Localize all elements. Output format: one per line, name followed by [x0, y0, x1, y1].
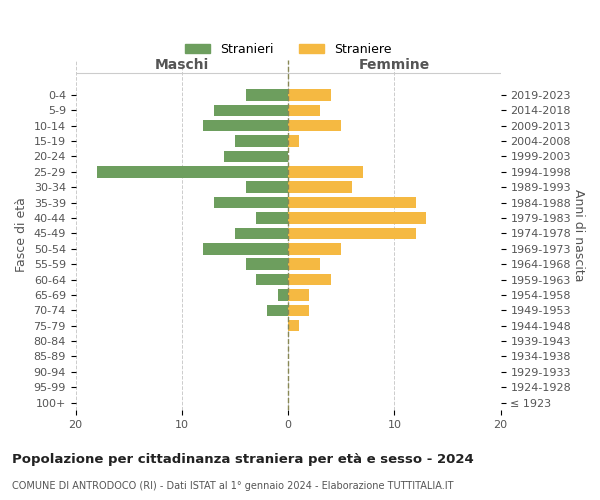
Bar [288, 120, 341, 132]
Bar [235, 228, 288, 239]
Text: COMUNE DI ANTRODOCO (RI) - Dati ISTAT al 1° gennaio 2024 - Elaborazione TUTTITAL: COMUNE DI ANTRODOCO (RI) - Dati ISTAT al… [12, 481, 454, 491]
Legend: Stranieri, Straniere: Stranieri, Straniere [180, 38, 396, 60]
Bar [288, 104, 320, 116]
Bar [288, 212, 426, 224]
Bar [224, 150, 288, 162]
Bar [245, 89, 288, 101]
Bar [288, 182, 352, 193]
Bar [203, 120, 288, 132]
Bar [203, 243, 288, 254]
Bar [256, 212, 288, 224]
Bar [97, 166, 288, 177]
Text: Femmine: Femmine [359, 58, 430, 72]
Bar [256, 274, 288, 285]
Bar [214, 197, 288, 208]
Bar [288, 166, 362, 177]
Bar [245, 258, 288, 270]
Bar [288, 289, 310, 300]
Y-axis label: Anni di nascita: Anni di nascita [572, 188, 585, 281]
Bar [288, 197, 416, 208]
Bar [267, 304, 288, 316]
Bar [288, 258, 320, 270]
Bar [288, 228, 416, 239]
Y-axis label: Fasce di età: Fasce di età [15, 198, 28, 272]
Bar [288, 304, 310, 316]
Bar [288, 136, 299, 147]
Bar [235, 136, 288, 147]
Bar [288, 243, 341, 254]
Bar [288, 89, 331, 101]
Bar [288, 274, 331, 285]
Bar [288, 320, 299, 332]
Bar [245, 182, 288, 193]
Text: Maschi: Maschi [155, 58, 209, 72]
Bar [214, 104, 288, 116]
Bar [278, 289, 288, 300]
Text: Popolazione per cittadinanza straniera per età e sesso - 2024: Popolazione per cittadinanza straniera p… [12, 452, 474, 466]
